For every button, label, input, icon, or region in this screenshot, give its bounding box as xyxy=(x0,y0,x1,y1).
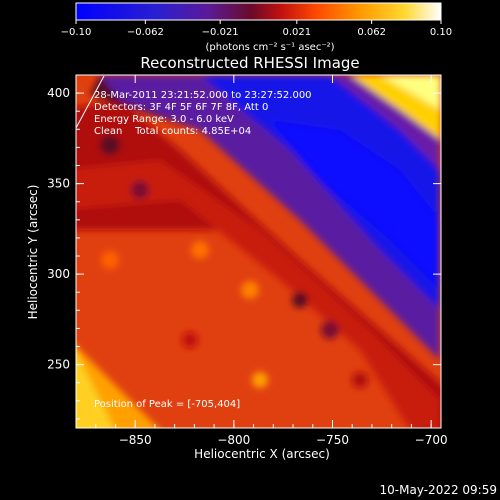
footer-date: 10-May-2022 09:59 xyxy=(380,483,497,497)
x-axis-label: Heliocentric X (arcsec) xyxy=(194,447,330,461)
y-tick-label: 350 xyxy=(47,177,70,191)
colorbar-unit-label: (photons cm⁻² s⁻¹ asec⁻²) xyxy=(205,42,334,53)
colorbar-ticks: −0.10 −0.062 −0.021 0.021 0.062 0.10 xyxy=(61,20,452,38)
peak-position-label: Position of Peak = [-705,404] xyxy=(94,399,240,410)
slit-line xyxy=(75,75,105,129)
plot-frame xyxy=(75,74,442,429)
heatmap-image xyxy=(76,75,441,428)
y-tick-label: 400 xyxy=(47,86,70,100)
annotation-clean-counts: Clean Total counts: 4.85E+04 xyxy=(94,126,251,137)
annotation-time-range: 28-Mar-2011 23:21:52.000 to 23:27:52.000 xyxy=(94,90,312,101)
x-tick-label: −750 xyxy=(316,433,349,447)
x-tick-label: −850 xyxy=(119,433,152,447)
x-axis-ticks: −850 −800 −750 −700 xyxy=(95,75,448,447)
colorbar xyxy=(75,2,442,21)
colorbar-tick-label: 0.021 xyxy=(283,27,312,38)
colorbar-tick-label: −0.10 xyxy=(61,27,92,38)
y-tick-label: 300 xyxy=(47,267,70,281)
y-axis-label: Heliocentric Y (arcsec) xyxy=(26,185,40,320)
colorbar-tick-label: −0.062 xyxy=(127,27,164,38)
annotation-block: 28-Mar-2011 23:21:52.000 to 23:27:52.000… xyxy=(94,90,312,137)
colorbar-tick-label: 0.10 xyxy=(430,27,452,38)
x-tick-label: −700 xyxy=(415,433,448,447)
y-axis-ticks: 250 300 350 400 xyxy=(47,74,441,420)
annotation-detectors: Detectors: 3F 4F 5F 6F 7F 8F, Att 0 xyxy=(94,102,268,113)
chart-title: Reconstructed RHESSI Image xyxy=(140,54,359,72)
annotation-energy-range: Energy Range: 3.0 - 6.0 keV xyxy=(94,114,234,125)
colorbar-tick-label: 0.062 xyxy=(357,27,386,38)
colorbar-tick-label: −0.021 xyxy=(202,27,239,38)
x-tick-label: −800 xyxy=(217,433,250,447)
y-tick-label: 250 xyxy=(47,358,70,372)
